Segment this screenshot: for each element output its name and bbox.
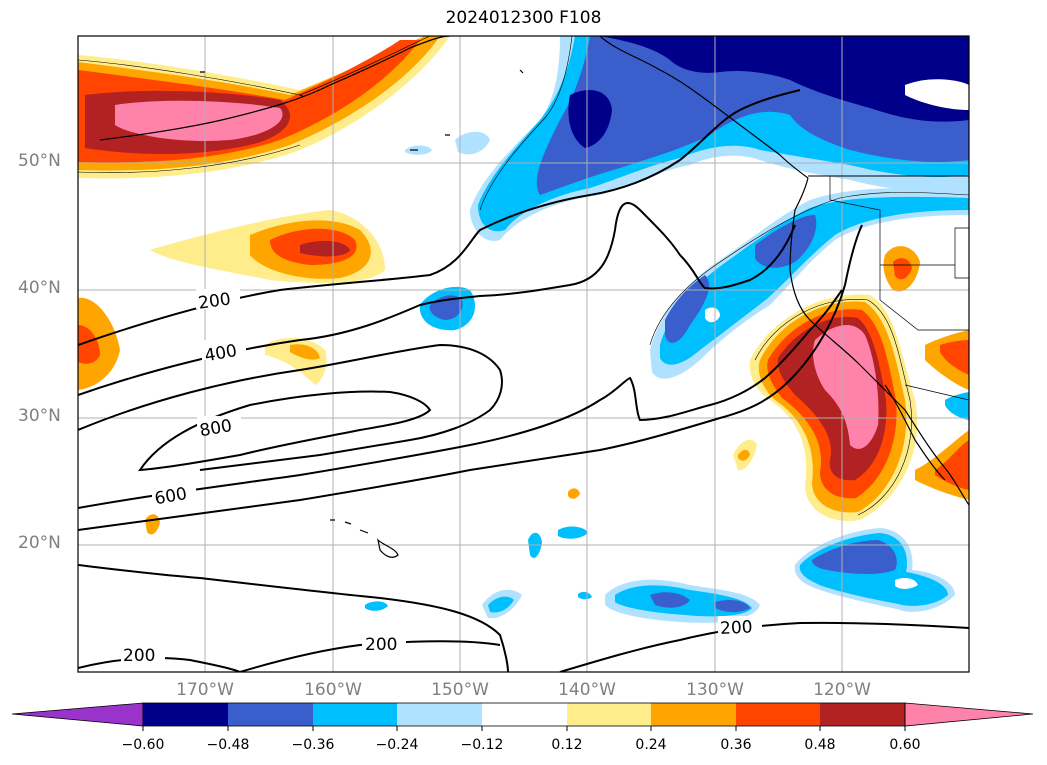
negative-anomaly-region <box>812 540 897 575</box>
contour-line <box>78 202 796 396</box>
contour-line <box>78 343 503 471</box>
colorbar-tick-label: 0.60 <box>889 737 921 753</box>
north-america-west-coast <box>789 177 969 506</box>
contour-label: 200 <box>720 617 753 639</box>
latitude-label: 50°N <box>18 151 61 171</box>
contour-line <box>78 224 863 531</box>
colorbar-segment <box>313 703 397 726</box>
negative-anomaly-region <box>568 90 612 148</box>
colorbar-extend-high <box>904 702 1034 727</box>
anomaly-boundary <box>78 36 431 96</box>
colorbar-segment <box>567 703 651 726</box>
anomaly-boundary <box>649 192 969 346</box>
colorbar-segment <box>736 703 820 726</box>
negative-anomaly-region <box>755 215 817 268</box>
colorbar <box>11 702 1034 731</box>
colorbar-extend-low <box>11 702 144 727</box>
contour-line <box>239 640 501 672</box>
colorbar-tick-label: −0.36 <box>291 737 335 753</box>
longitude-label: 150°W <box>431 680 489 700</box>
positive-anomaly-region <box>738 449 750 461</box>
latitude-label: 40°N <box>18 278 61 298</box>
contour-line <box>138 390 432 472</box>
colorbar-segment <box>143 703 228 726</box>
contour-line <box>78 656 241 672</box>
colorbar-tick-label: −0.12 <box>460 737 504 753</box>
island-chain <box>200 69 524 151</box>
colorbar-tick-label: 0.12 <box>551 737 583 753</box>
colorbar-segment <box>651 703 736 726</box>
negative-anomaly-region <box>405 145 432 155</box>
negative-anomaly-region <box>715 600 750 613</box>
longitude-label: 170°W <box>176 680 234 700</box>
colorbar-tick-label: 0.36 <box>720 737 752 753</box>
negative-anomaly-region <box>895 577 918 589</box>
anomaly-boundary <box>754 299 912 516</box>
negative-anomaly-region <box>578 591 592 600</box>
map-title: 2024012300 F108 <box>445 8 602 28</box>
colorbar-tick-label: 0.24 <box>635 737 667 753</box>
contour-label: 200 <box>365 635 397 655</box>
colorbar-tick-label: −0.60 <box>121 737 165 753</box>
anomaly-boundaries <box>78 36 969 516</box>
contour-line <box>78 89 801 346</box>
positive-anomaly-region <box>300 240 350 257</box>
plot-frame <box>77 35 970 673</box>
state-border <box>829 176 955 266</box>
positive-anomaly-region <box>290 344 320 360</box>
positive-anomaly-region <box>893 258 912 280</box>
negative-anomaly-region <box>600 36 969 122</box>
contour-line <box>78 289 843 509</box>
negative-anomaly-region <box>558 526 588 539</box>
latitude-label: 30°N <box>18 406 61 426</box>
positive-anomaly-region <box>935 440 969 490</box>
positive-anomaly-region <box>115 100 283 141</box>
contour-line <box>78 564 509 672</box>
colorbar-tick-label: 0.48 <box>804 737 836 753</box>
anomaly-boundary <box>78 144 301 173</box>
positive-anomaly-region <box>940 340 969 375</box>
longitude-label: 120°W <box>813 680 871 700</box>
negative-anomaly-region <box>650 592 690 608</box>
colorbar-tick-label: −0.24 <box>375 737 419 753</box>
colorbar-segment <box>397 703 482 726</box>
negative-anomaly-region <box>488 596 514 613</box>
anomaly-boundary <box>479 36 573 211</box>
negative-anomaly-region <box>455 131 490 155</box>
negative-anomaly-region <box>365 601 388 611</box>
positive-anomaly-region <box>78 325 100 364</box>
alaska-coast <box>599 36 809 179</box>
negative-anomaly-region <box>650 188 969 379</box>
longitude-label: 140°W <box>558 680 616 700</box>
longitude-label: 160°W <box>304 680 362 700</box>
contour-label: 200 <box>197 289 232 313</box>
positive-anomaly-region <box>78 297 120 390</box>
negative-anomaly-region <box>665 275 710 343</box>
colorbar-tick-label: −0.48 <box>206 737 250 753</box>
positive-anomaly-region <box>568 488 580 499</box>
negative-anomaly-region <box>705 307 720 323</box>
negative-anomaly-region <box>905 79 969 110</box>
coastlines <box>99 36 969 558</box>
alaska-peninsula-coast <box>99 36 451 141</box>
us-mexico-border <box>904 384 969 401</box>
hawaii-islands <box>330 519 399 558</box>
longitude-label: 130°W <box>686 680 744 700</box>
state-border <box>879 265 969 331</box>
colorbar-segment <box>820 703 905 726</box>
latitude-label: 20°N <box>18 533 61 553</box>
colorbar-segment <box>228 703 313 726</box>
contour-label: 200 <box>123 646 155 666</box>
state-border <box>954 227 969 279</box>
colorbar-segment <box>482 703 567 726</box>
baja-california-coast <box>884 384 946 481</box>
